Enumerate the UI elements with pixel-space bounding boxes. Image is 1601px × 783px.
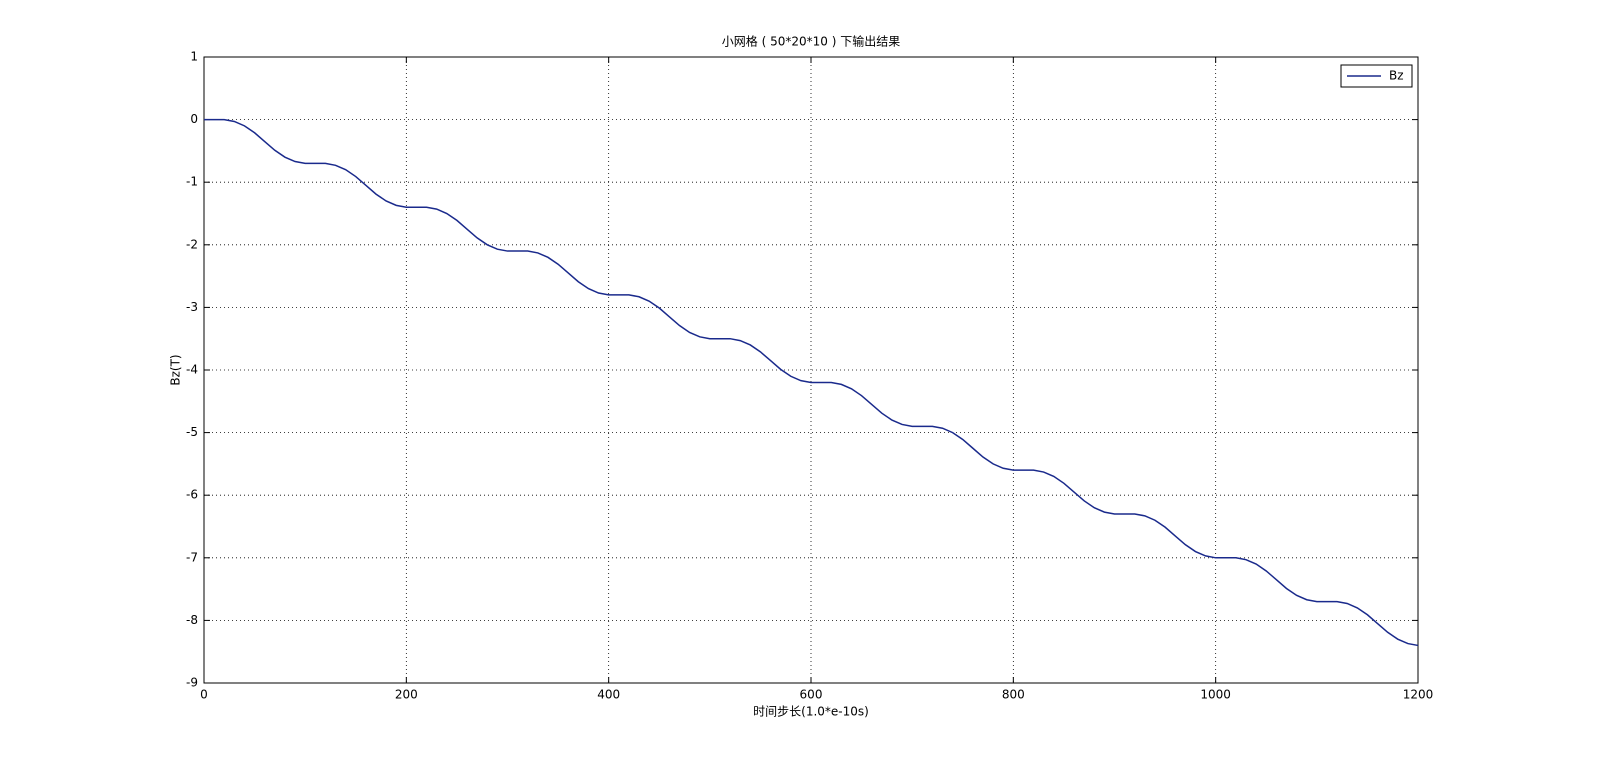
y-tick-label: -1 [186,175,198,189]
y-tick-label: 1 [190,50,198,64]
y-axis-label: Bz(T) [169,354,183,385]
legend-label: Bz [1389,69,1404,83]
y-tick-label: 0 [190,112,198,126]
y-tick-label: -3 [186,300,198,314]
y-tick-label: -4 [186,363,198,377]
chart-title: 小网格 ( 50*20*10 ) 下输出结果 [722,34,900,49]
x-axis-label: 时间步长(1.0*e-10s) [753,705,869,719]
x-tick-label: 600 [800,688,823,702]
y-tick-label: -9 [186,676,198,690]
x-tick-label: 200 [395,688,418,702]
x-tick-label: 400 [597,688,620,702]
data-line [204,118,1419,647]
y-tick-label: -8 [186,613,198,627]
x-tick-label: 1000 [1200,688,1231,702]
y-tick-label: -7 [186,550,198,564]
y-tick-label: -2 [186,237,198,251]
x-tick-label: 800 [1002,688,1025,702]
x-tick-label: 1200 [1403,688,1434,702]
x-tick-label: 0 [200,688,208,702]
y-tick-label: -5 [186,425,198,439]
plot-frame [203,56,1419,684]
y-tick-label: -6 [186,488,198,502]
